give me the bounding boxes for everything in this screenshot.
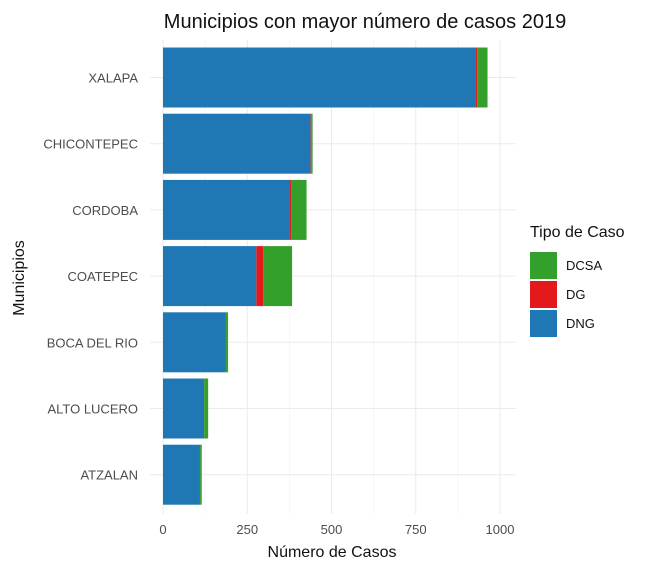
bar-dcsa-xalapa xyxy=(477,47,488,108)
x-tick-label: 0 xyxy=(159,522,166,537)
bar-dg-alto-lucero xyxy=(203,378,205,439)
bar-dcsa-cordoba xyxy=(291,179,307,240)
bar-dng-coatepec xyxy=(163,246,257,307)
legend-label-dng: DNG xyxy=(566,316,595,331)
bar-dcsa-atzalan xyxy=(200,444,202,505)
bar-dg-coatepec xyxy=(256,246,264,307)
bar-dng-alto-lucero xyxy=(163,378,204,439)
legend-title: Tipo de Caso xyxy=(530,224,625,241)
x-tick-label: 250 xyxy=(236,522,258,537)
y-tick-label: CORDOBA xyxy=(72,203,138,218)
bar-dng-atzalan xyxy=(163,444,200,505)
bar-dng-boca-del-rio xyxy=(163,312,226,373)
bar-dg-cordoba xyxy=(290,179,292,240)
legend-key-dcsa xyxy=(530,252,557,279)
y-tick-label: ATZALAN xyxy=(80,468,138,483)
legend-label-dg: DG xyxy=(566,287,586,302)
chart-title: Municipios con mayor número de casos 201… xyxy=(164,11,566,33)
x-tick-label: 500 xyxy=(321,522,343,537)
bar-dg-boca-del-rio xyxy=(225,312,227,373)
bar-dg-chicontepec xyxy=(310,113,312,174)
bar-dcsa-coatepec xyxy=(263,246,293,307)
y-tick-label: CHICONTEPEC xyxy=(43,137,138,152)
bar-dg-xalapa xyxy=(475,47,478,108)
x-tick-label: 1000 xyxy=(486,522,515,537)
bar-dcsa-alto-lucero xyxy=(204,378,209,439)
x-tick-label: 750 xyxy=(405,522,427,537)
legend-key-dng xyxy=(530,310,557,337)
legend-label-dcsa: DCSA xyxy=(566,258,602,273)
y-tick-label: ALTO LUCERO xyxy=(47,402,138,417)
x-axis-title: Número de Casos xyxy=(268,544,397,561)
bar-dcsa-boca-del-rio xyxy=(226,312,229,373)
legend-key-dg xyxy=(530,281,557,308)
y-tick-label: BOCA DEL RIO xyxy=(47,335,138,350)
bar-dcsa-chicontepec xyxy=(311,113,313,174)
y-axis-title: Municipios xyxy=(11,240,28,316)
bars xyxy=(163,47,488,505)
bar-dg-atzalan xyxy=(199,444,201,505)
y-tick-labels: XALAPA CHICONTEPEC CORDOBA COATEPEC BOCA DEL… xyxy=(43,71,138,483)
x-tick-labels: 0 250 500 750 1000 xyxy=(159,522,514,537)
legend: Tipo de Caso DCSA DG DNG xyxy=(530,224,625,337)
bar-dng-xalapa xyxy=(163,47,476,108)
bar-dng-chicontepec xyxy=(163,113,311,174)
bar-dng-cordoba xyxy=(163,179,291,240)
y-tick-label: COATEPEC xyxy=(67,269,138,284)
y-tick-label: XALAPA xyxy=(88,71,138,86)
